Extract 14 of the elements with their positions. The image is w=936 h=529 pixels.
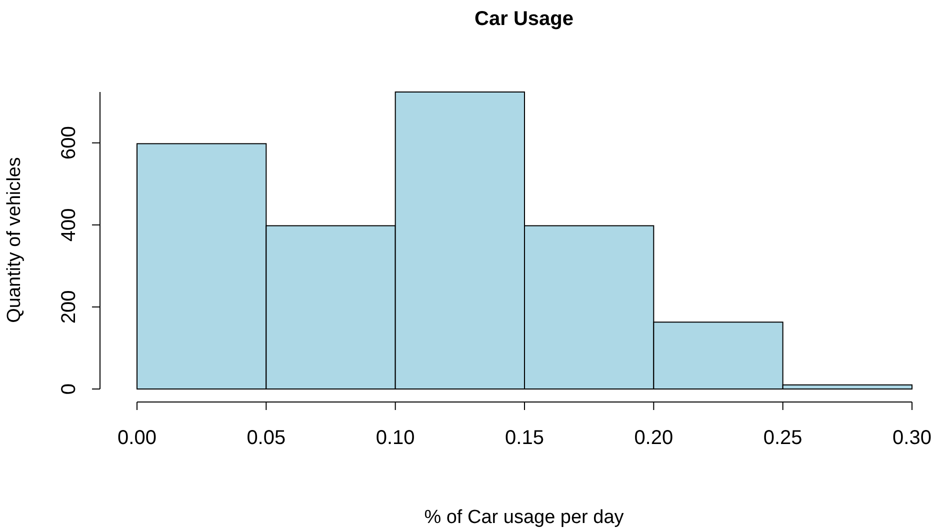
y-tick-label: 400 [58,208,80,242]
x-tick-label: 0.15 [505,427,544,449]
x-tick-label: 0.10 [376,427,415,449]
y-axis-title: Quantity of vehicles [4,157,25,323]
x-tick-label: 0.20 [634,427,674,449]
chart-title: Car Usage [474,8,574,30]
x-axis-title: % of Car usage per day [424,507,624,528]
x-tick-label: 0.00 [118,427,156,449]
x-tick-label: 0.30 [892,427,932,449]
y-tick-label: 600 [58,126,80,160]
x-tick-label: 0.25 [763,427,802,449]
x-tick-label: 0.05 [246,427,286,449]
y-tick-label: 0 [58,383,80,395]
y-tick-label: 200 [58,290,80,324]
